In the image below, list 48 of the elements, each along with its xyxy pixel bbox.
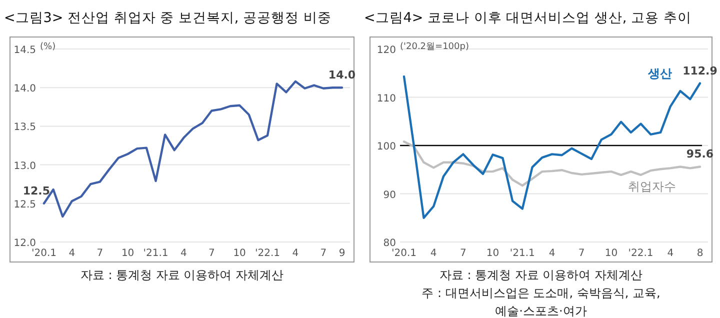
y-tick-label: 120 [376, 45, 396, 56]
x-tick-label: '20.1 [31, 248, 57, 259]
annotation: 12.5 [22, 184, 50, 198]
x-tick-label: 10 [486, 248, 500, 259]
y-tick-label: 14.0 [14, 84, 36, 95]
x-tick-label: 8 [696, 248, 704, 259]
x-tick-label: '20.1 [391, 248, 417, 259]
y-tick-label: 13.5 [14, 122, 36, 134]
annotation: 112.9 [682, 64, 718, 78]
x-tick-label: '21.1 [143, 248, 168, 259]
x-tick-label: 7 [578, 248, 585, 259]
chart-title: <그림4> 코로나 이후 대면서비스업 생산, 고용 추이 [364, 10, 692, 26]
chart-title: <그림3> 전산업 취업자 중 보건복지, 공공행정 비중 [4, 10, 332, 26]
x-tick-label: 7 [460, 248, 466, 259]
annotation: ('20.2월=100p) [400, 42, 469, 52]
x-tick-label: 4 [292, 248, 299, 259]
y-tick-label: 13.0 [14, 160, 36, 172]
text: 자료 : 통계청 자료 이용하여 자체계산 [80, 268, 284, 282]
series-label: 생산 [647, 66, 672, 80]
x-tick-label: 10 [121, 248, 134, 259]
x-tick-label: 10 [233, 248, 246, 259]
text: 예술·스포츠·여가 [495, 304, 587, 318]
y-tick-label: 90 [383, 190, 396, 201]
series-label: 취업자수 [628, 180, 676, 194]
y-tick-label: 12.0 [14, 238, 36, 249]
annotation: 14.0 [328, 68, 356, 82]
y-tick-label: 14.5 [14, 45, 36, 56]
x-tick-label: '22.1 [254, 248, 280, 259]
x-tick-label: 4 [68, 248, 76, 259]
x-tick-label: 9 [338, 248, 346, 259]
x-tick-label: '22.1 [628, 248, 654, 259]
x-tick-label: '21.1 [510, 248, 535, 259]
x-tick-label: 7 [96, 248, 104, 259]
x-tick-label: 4 [667, 248, 674, 259]
annotation: (%) [40, 42, 56, 52]
y-tick-label: 12.5 [14, 199, 36, 210]
text: 자료 : 통계청 자료 이용하여 자체계산 [439, 268, 643, 282]
x-tick-label: 4 [548, 248, 556, 259]
x-tick-label: 4 [180, 248, 187, 259]
y-tick-label: 110 [376, 93, 396, 104]
y-tick-label: 100 [376, 142, 396, 152]
text: 주 : 대면서비스업은 도소매, 숙박음식, 교육, [422, 286, 660, 300]
x-tick-label: 4 [430, 248, 437, 259]
annotation: 95.6 [686, 148, 714, 161]
x-tick-label: 10 [604, 248, 618, 259]
x-tick-label: 7 [320, 248, 327, 259]
x-tick-label: 7 [208, 248, 215, 259]
y-tick-label: 80 [383, 238, 396, 249]
